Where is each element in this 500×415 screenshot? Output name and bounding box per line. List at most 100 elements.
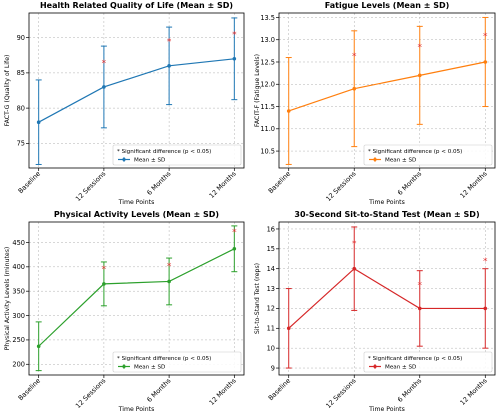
- y-tick-label: 300: [12, 312, 25, 320]
- plot-frame: [28, 12, 245, 169]
- x-axis-label: Time Points: [118, 199, 155, 206]
- y-tick-label: 90: [17, 34, 25, 42]
- x-tick-label: 12 Sessions: [74, 169, 108, 203]
- data-point: [286, 109, 291, 113]
- chart-panel-2: 10.5 11.0 11.5 12.0 12.5 13.0 13.5 Baseline 12 S…: [254, 1, 496, 206]
- x-axis-label: Time Points: [118, 406, 155, 413]
- y-tick-label: 13: [267, 285, 275, 293]
- data-point: [102, 85, 106, 89]
- legend-entry: Mean ± SD: [385, 158, 416, 164]
- chart-title: Physical Activity Levels (Mean ± SD): [54, 210, 219, 219]
- y-tick-label: 13.5: [260, 14, 275, 22]
- chart-title: Fatigue Levels (Mean ± SD): [325, 1, 450, 10]
- y-axis-label: Sit-to-Stand Test (reps): [254, 263, 261, 334]
- x-tick-label: Baseline: [17, 170, 42, 195]
- series-line: [288, 61, 486, 112]
- legend-box: [363, 351, 493, 373]
- y-tick-label: 350: [12, 287, 25, 295]
- data-point: [167, 64, 171, 68]
- legend-box: [112, 351, 242, 373]
- data-point: [352, 266, 357, 271]
- y-tick-label: 12: [267, 305, 275, 313]
- x-tick-label: Baseline: [267, 377, 292, 402]
- y-tick-label: 11.5: [260, 103, 275, 111]
- x-tick-label: 6 Months: [396, 376, 424, 404]
- y-tick-label: 250: [12, 336, 25, 344]
- x-tick-label: 6 Months: [145, 169, 173, 197]
- data-point: [232, 246, 237, 251]
- y-axis-label: FACT-G (Quality of Life): [4, 55, 11, 127]
- series-line: [38, 58, 235, 123]
- x-tick-label: 12 Months: [459, 169, 490, 200]
- significance-marker: *: [102, 59, 107, 69]
- data-point: [352, 86, 357, 91]
- y-tick-label: 75: [17, 140, 25, 148]
- data-point: [286, 326, 291, 331]
- plot-frame: [278, 221, 496, 376]
- y-tick-label: 16: [267, 225, 275, 233]
- x-tick-label: Baseline: [17, 377, 42, 402]
- y-tick-label: 10.5: [260, 147, 275, 155]
- y-tick-label: 15: [267, 245, 275, 253]
- significance-marker: *: [483, 32, 488, 42]
- chart-title: 30-Second Sit-to-Stand Test (Mean ± SD): [294, 210, 479, 219]
- plot-frame: [278, 12, 496, 169]
- data-point: [417, 73, 422, 78]
- plot-frame: [28, 221, 245, 376]
- x-tick-label: 12 Months: [459, 376, 490, 407]
- significance-marker: *: [232, 31, 237, 41]
- y-tick-label: 13.0: [260, 36, 275, 44]
- y-tick-label: 11.0: [260, 125, 275, 133]
- legend-entry: * Significant difference (p < 0.05): [368, 356, 462, 362]
- y-axis-label: FACIT-F (Fatigue Levels): [254, 54, 261, 127]
- data-point: [483, 60, 488, 64]
- legend-entry: Mean ± SD: [134, 365, 165, 371]
- y-tick-label: 200: [12, 361, 25, 369]
- legend-swatch-marker: [373, 157, 377, 162]
- data-point: [483, 306, 488, 311]
- significance-marker: *: [352, 52, 357, 62]
- data-point: [102, 282, 106, 286]
- chart-panel-3: 200 250 300 350 400 450 Baseline 12 Sessions 6 M…: [4, 210, 245, 413]
- y-tick-label: 14: [267, 265, 275, 273]
- significance-marker: *: [352, 239, 357, 249]
- legend-entry: * Significant difference (p < 0.05): [117, 356, 211, 362]
- significance-marker: *: [418, 281, 423, 291]
- significance-marker: *: [167, 38, 172, 48]
- significance-marker: *: [418, 43, 423, 53]
- y-tick-label: 12.0: [260, 81, 275, 89]
- data-point: [167, 279, 171, 284]
- significance-marker: *: [102, 265, 107, 275]
- x-axis-label: Time Points: [368, 199, 405, 206]
- series-line: [288, 267, 486, 329]
- x-axis-label: Time Points: [368, 406, 405, 413]
- legend-box: [112, 144, 242, 166]
- x-tick-label: 12 Sessions: [74, 376, 108, 410]
- legend-box: [363, 144, 493, 166]
- y-tick-label: 11: [267, 325, 275, 333]
- legend-entry: * Significant difference (p < 0.05): [117, 149, 211, 155]
- data-point: [232, 56, 237, 61]
- x-tick-label: 6 Months: [145, 376, 173, 404]
- legend-swatch-marker: [122, 157, 126, 162]
- x-tick-label: 12 Months: [208, 169, 239, 200]
- x-tick-label: 12 Sessions: [324, 376, 358, 410]
- data-point: [36, 344, 41, 349]
- x-tick-label: 12 Sessions: [324, 169, 358, 203]
- significance-marker: *: [167, 262, 172, 272]
- y-tick-label: 10: [267, 344, 275, 352]
- legend-entry: * Significant difference (p < 0.05): [368, 149, 462, 155]
- data-point: [417, 306, 422, 311]
- data-point: [36, 120, 41, 125]
- series-line: [38, 248, 235, 347]
- x-tick-label: Baseline: [267, 170, 292, 195]
- y-tick-label: 12.5: [260, 58, 275, 66]
- chart-panel-4: 9 10 11 12 13 14 15 16 Baseline 12 Sessions 6 Mont…: [254, 210, 496, 413]
- y-tick-label: 9: [271, 364, 275, 372]
- chart-title: Health Related Quality of Life (Mean ± S…: [40, 1, 233, 10]
- legend-entry: Mean ± SD: [385, 365, 416, 371]
- y-axis-label: Physical Activity Levels (minutes): [4, 247, 11, 351]
- y-tick-label: 400: [12, 263, 25, 271]
- legend-entry: Mean ± SD: [134, 158, 165, 164]
